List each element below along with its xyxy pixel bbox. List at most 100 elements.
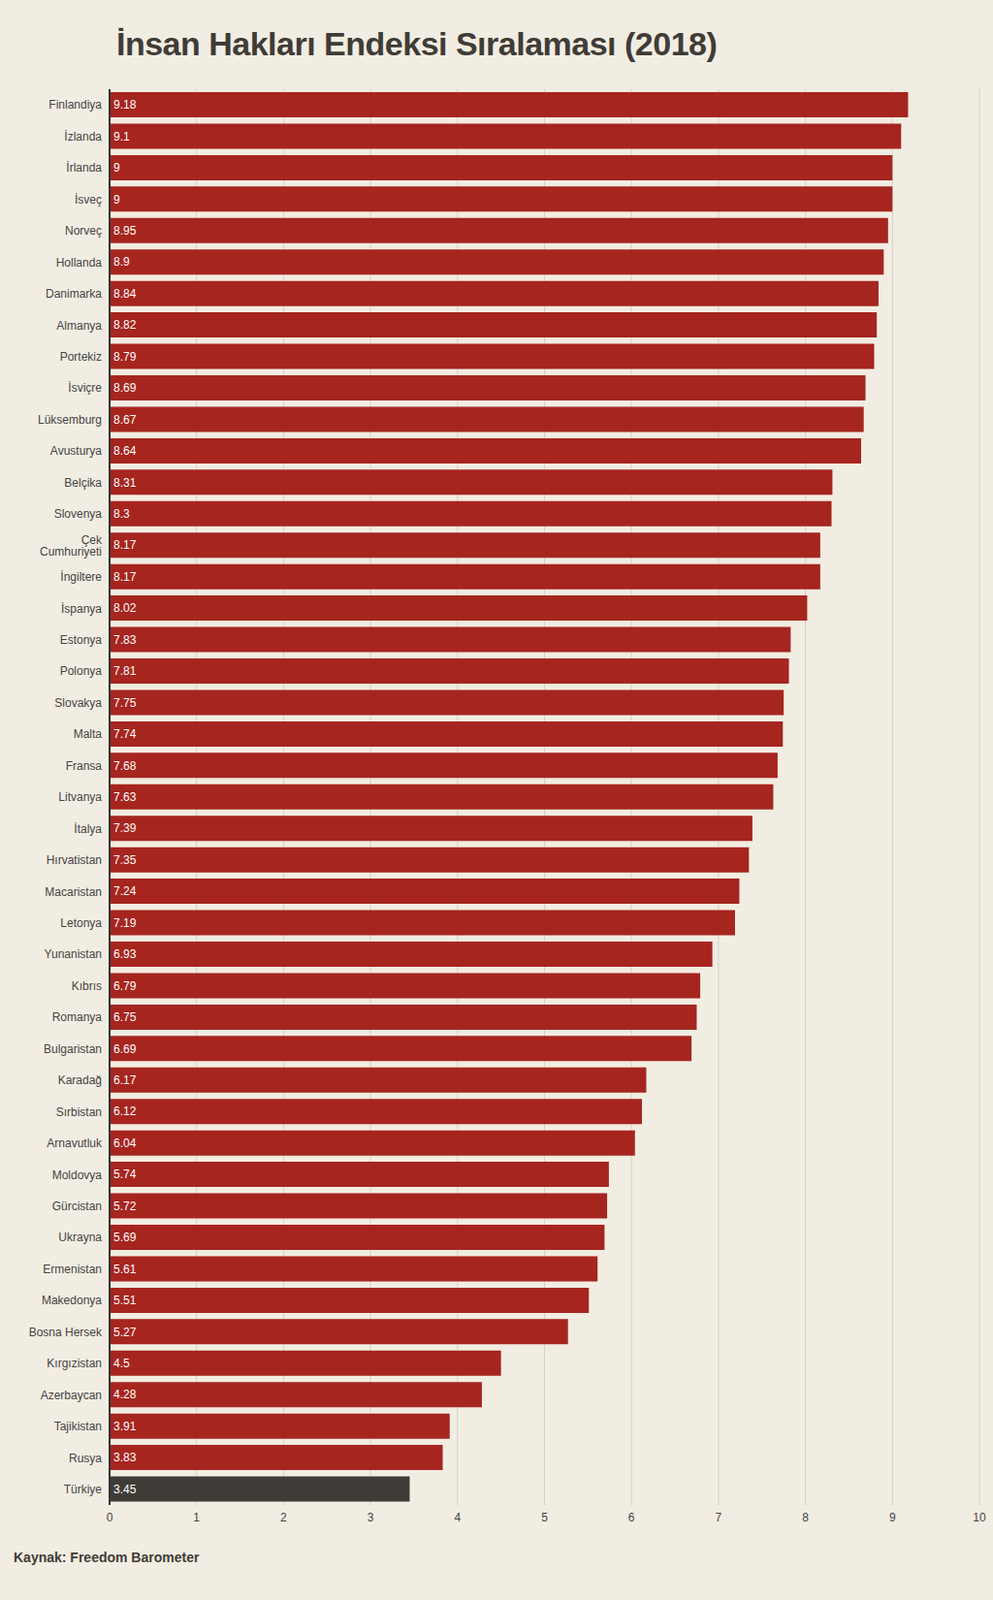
- svg-text:8.17: 8.17: [113, 538, 137, 552]
- svg-text:6.12: 6.12: [113, 1104, 137, 1119]
- svg-text:6.75: 6.75: [113, 1010, 137, 1025]
- svg-text:9: 9: [889, 1510, 897, 1525]
- svg-text:8.9: 8.9: [113, 255, 130, 269]
- svg-text:7.63: 7.63: [113, 790, 137, 804]
- svg-text:Danimarka: Danimarka: [45, 287, 102, 301]
- svg-text:6.17: 6.17: [113, 1073, 137, 1088]
- svg-text:Macaristan: Macaristan: [44, 885, 102, 899]
- svg-text:3.91: 3.91: [113, 1419, 137, 1434]
- svg-text:Karadağ: Karadağ: [58, 1073, 102, 1088]
- svg-text:2: 2: [280, 1510, 288, 1525]
- svg-text:İsveç: İsveç: [74, 192, 102, 207]
- svg-text:7: 7: [715, 1510, 723, 1525]
- svg-text:Rusya: Rusya: [68, 1451, 102, 1466]
- svg-text:Finlandiya: Finlandiya: [48, 97, 102, 112]
- svg-text:Portekiz: Portekiz: [60, 350, 102, 364]
- svg-text:5.72: 5.72: [113, 1199, 137, 1214]
- svg-text:İspanya: İspanya: [61, 602, 102, 616]
- svg-text:4.28: 4.28: [113, 1387, 137, 1402]
- svg-text:7.83: 7.83: [113, 633, 137, 647]
- svg-text:Kıbrıs: Kıbrıs: [71, 979, 102, 993]
- svg-text:9: 9: [113, 160, 121, 175]
- svg-text:Romanya: Romanya: [52, 1010, 103, 1025]
- svg-text:0: 0: [106, 1510, 114, 1525]
- svg-text:Almanya: Almanya: [56, 319, 102, 333]
- svg-text:Belçika: Belçika: [64, 476, 102, 490]
- svg-text:9.18: 9.18: [113, 97, 137, 112]
- svg-text:5.74: 5.74: [113, 1167, 137, 1182]
- svg-text:Malta: Malta: [73, 727, 103, 741]
- svg-text:6.79: 6.79: [113, 979, 137, 993]
- svg-text:8.67: 8.67: [113, 413, 137, 427]
- svg-text:7.68: 7.68: [113, 759, 137, 773]
- svg-text:9.1: 9.1: [113, 129, 130, 144]
- svg-text:Kırgızistan: Kırgızistan: [46, 1356, 102, 1371]
- svg-text:9: 9: [113, 192, 121, 207]
- svg-text:6.04: 6.04: [113, 1136, 137, 1151]
- svg-text:8.31: 8.31: [113, 476, 137, 490]
- svg-text:Hırvatistan: Hırvatistan: [46, 853, 102, 867]
- svg-text:7.75: 7.75: [113, 696, 137, 710]
- svg-text:Yunanistan: Yunanistan: [44, 947, 102, 961]
- svg-text:Gürcistan: Gürcistan: [52, 1199, 102, 1214]
- svg-text:Polonya: Polonya: [60, 664, 103, 678]
- svg-text:Avusturya: Avusturya: [50, 444, 102, 458]
- svg-text:8.79: 8.79: [113, 350, 137, 364]
- svg-text:Letonya: Letonya: [60, 916, 102, 930]
- svg-text:Slovenya: Slovenya: [54, 507, 103, 521]
- svg-text:ÇekCumhuriyeti: ÇekCumhuriyeti: [39, 533, 103, 559]
- svg-text:Arnavutluk: Arnavutluk: [46, 1136, 103, 1151]
- svg-text:Lüksemburg: Lüksemburg: [37, 413, 102, 427]
- svg-text:Ermenistan: Ermenistan: [42, 1262, 102, 1277]
- svg-text:4: 4: [453, 1510, 461, 1525]
- svg-text:7.24: 7.24: [113, 884, 137, 898]
- svg-text:7.39: 7.39: [113, 821, 137, 835]
- svg-text:3.45: 3.45: [113, 1482, 137, 1497]
- svg-text:1: 1: [192, 1510, 200, 1525]
- svg-text:7.74: 7.74: [113, 727, 137, 741]
- svg-text:Tajikistan: Tajikistan: [54, 1419, 102, 1434]
- svg-text:Bulgaristan: Bulgaristan: [43, 1042, 102, 1057]
- svg-text:Türkiye: Türkiye: [64, 1482, 103, 1497]
- svg-text:Slovakya: Slovakya: [54, 696, 102, 710]
- svg-text:6: 6: [628, 1510, 636, 1525]
- svg-text:5.69: 5.69: [113, 1230, 137, 1245]
- svg-text:Norveç: Norveç: [64, 224, 102, 238]
- svg-text:5: 5: [541, 1510, 548, 1525]
- svg-text:Moldovya: Moldovya: [52, 1168, 103, 1183]
- svg-text:3.83: 3.83: [113, 1450, 137, 1465]
- svg-text:6.93: 6.93: [113, 947, 137, 961]
- svg-text:6.69: 6.69: [113, 1042, 137, 1057]
- svg-text:Fransa: Fransa: [65, 759, 103, 773]
- svg-text:7.35: 7.35: [113, 853, 137, 867]
- svg-text:8.3: 8.3: [113, 507, 130, 521]
- svg-text:5.51: 5.51: [113, 1293, 137, 1308]
- svg-text:Estonya: Estonya: [60, 633, 103, 647]
- svg-text:Bosna Hersek: Bosna Hersek: [29, 1325, 103, 1340]
- svg-text:İsviçre: İsviçre: [67, 381, 102, 395]
- svg-text:8.64: 8.64: [113, 444, 137, 458]
- svg-text:İrlanda: İrlanda: [65, 160, 102, 175]
- svg-text:5.61: 5.61: [113, 1262, 137, 1277]
- svg-text:İzlanda: İzlanda: [64, 129, 102, 144]
- svg-text:7.81: 7.81: [113, 664, 137, 678]
- svg-text:8.02: 8.02: [113, 601, 137, 615]
- svg-text:8.17: 8.17: [113, 570, 137, 584]
- svg-text:5.27: 5.27: [113, 1325, 137, 1340]
- svg-text:Makedonya: Makedonya: [41, 1293, 102, 1308]
- svg-text:Litvanya: Litvanya: [58, 790, 102, 804]
- svg-text:Ukrayna: Ukrayna: [58, 1230, 102, 1245]
- svg-text:İtalya: İtalya: [73, 822, 102, 836]
- svg-text:10: 10: [972, 1510, 986, 1525]
- svg-text:7.19: 7.19: [113, 916, 137, 930]
- svg-text:8.84: 8.84: [113, 287, 137, 301]
- svg-text:8.82: 8.82: [113, 318, 137, 332]
- svg-text:8: 8: [801, 1510, 809, 1525]
- svg-text:Sırbistan: Sırbistan: [56, 1105, 102, 1120]
- svg-text:8.95: 8.95: [113, 224, 137, 238]
- svg-text:Hollanda: Hollanda: [56, 256, 103, 270]
- svg-text:8.69: 8.69: [113, 381, 137, 395]
- svg-text:3: 3: [367, 1510, 375, 1525]
- svg-text:İngiltere: İngiltere: [60, 570, 102, 584]
- svg-text:4.5: 4.5: [113, 1356, 130, 1371]
